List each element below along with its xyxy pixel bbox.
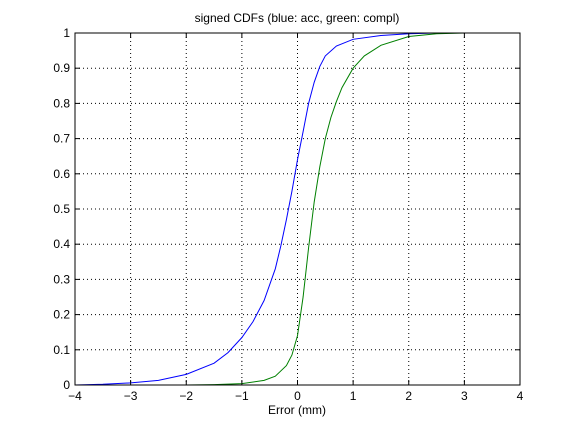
x-tick-label: 1	[350, 389, 357, 403]
y-tick-label: 0.8	[53, 96, 70, 110]
y-tick-label: 0.5	[53, 202, 70, 216]
y-tick-label: 0.6	[53, 167, 70, 181]
cdf-series-line-1	[74, 32, 520, 386]
x-tick-label: −4	[68, 389, 82, 403]
cdf-series-line-2	[75, 32, 520, 386]
x-tick-label: −2	[179, 389, 193, 403]
y-tick-label: 0.3	[53, 272, 70, 286]
y-tick-label: 1	[63, 26, 70, 40]
grid-layer	[75, 33, 520, 385]
y-tick-label: 0.7	[53, 132, 70, 146]
y-tick-label: 0.9	[53, 61, 70, 75]
y-tick-label: 0.2	[53, 308, 70, 322]
chart-title: signed CDFs (blue: acc, green: compl)	[195, 11, 400, 25]
y-tick-label: 0.1	[53, 343, 70, 357]
x-tick-label: 2	[405, 389, 412, 403]
x-tick-label: 3	[461, 389, 468, 403]
x-tick-label: −3	[124, 389, 138, 403]
y-tick-label: 0	[63, 378, 70, 392]
tick-label-layer: −4 −3 −2 −1 0 1 2 3 4 0 0.1 0.2 0.3 0.4 0.5 0.6 0.7 0.8 0.…	[53, 26, 523, 403]
axes-layer	[74, 32, 521, 386]
x-tick-label: 0	[294, 389, 301, 403]
series-layer	[74, 32, 520, 386]
x-axis-label: Error (mm)	[268, 403, 326, 417]
y-tick-label: 0.4	[53, 237, 70, 251]
x-tick-label: 4	[517, 389, 524, 403]
x-tick-label: −1	[235, 389, 249, 403]
